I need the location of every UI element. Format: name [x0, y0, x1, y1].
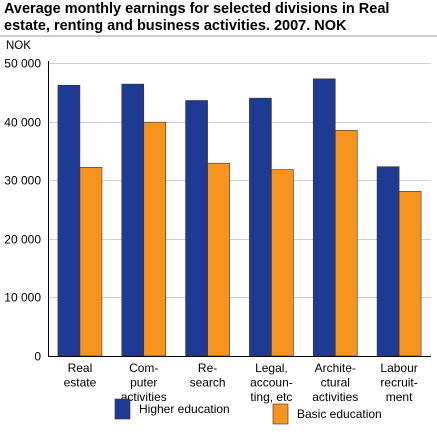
y-tick-label: 40 000 [4, 116, 41, 130]
x-category-label: Real estate [64, 361, 97, 390]
bar-basic-education [334, 130, 358, 357]
bars [57, 78, 422, 357]
x-category-label-line: accoun- [250, 376, 293, 390]
x-category-label-line: search [190, 376, 226, 390]
bar-higher-education [312, 78, 336, 357]
x-category-label: Com-puter activities [121, 361, 167, 404]
y-axis-unit-label: NOK [6, 40, 31, 52]
legend: Higher education Basic education [114, 398, 382, 425]
x-category-label-line: Com- [129, 361, 158, 375]
x-category-label-line: Legal, [255, 361, 288, 375]
bar-higher-education [121, 83, 145, 357]
bar-basic-education [143, 121, 167, 357]
y-tick-label: 30 000 [4, 174, 41, 188]
bar-basic-education [79, 167, 103, 357]
y-tick-label: 10 000 [4, 291, 41, 305]
legend-swatch-higher-education [114, 398, 131, 420]
x-category-label-line: estate [64, 376, 97, 390]
legend-label-higher-education: Higher education [139, 402, 230, 416]
bar-basic-education [271, 169, 294, 357]
chart-title: Average monthly earnings for selected di… [4, 1, 390, 34]
bar-basic-education [398, 191, 422, 357]
x-category-label: Labour recruit-ment [380, 361, 417, 404]
x-category-label-line: ctural [321, 376, 350, 390]
x-category-label: Legal, accoun-ting, etc [250, 361, 293, 404]
x-category-label-line: activities [312, 390, 358, 404]
gridlines [48, 63, 431, 298]
x-category-label-line: activities [121, 390, 167, 404]
bar-higher-education [249, 97, 272, 357]
x-category-label-line: Real [68, 361, 93, 375]
x-category-label-line: recruit- [380, 376, 417, 390]
y-tick-label: 20 000 [4, 233, 41, 247]
x-category-label-line: puter [130, 376, 157, 390]
x-category-label-line: Re- [198, 361, 217, 375]
x-category-label-line: Archite- [315, 361, 356, 375]
bar-higher-education [185, 100, 208, 357]
y-axis-ticks: 0 10 000 20 000 30 000 40 000 50 000 [4, 57, 41, 364]
bar-basic-education [207, 162, 230, 357]
x-category-label-line: ment [386, 390, 413, 404]
x-category-label-line: ting, etc [250, 390, 292, 404]
y-tick-label: 0 [34, 350, 41, 364]
bar-higher-education [376, 166, 400, 357]
y-tick-label: 50 000 [4, 57, 41, 71]
axes [48, 61, 431, 357]
legend-label-basic-education: Basic education [297, 407, 382, 421]
x-category-label: Re-search [190, 361, 226, 390]
x-category-label-line: Labour [380, 361, 417, 375]
legend-swatch-basic-education [272, 403, 289, 425]
x-category-label: Archite-ctural activities [312, 361, 358, 404]
bar-higher-education [57, 84, 81, 357]
